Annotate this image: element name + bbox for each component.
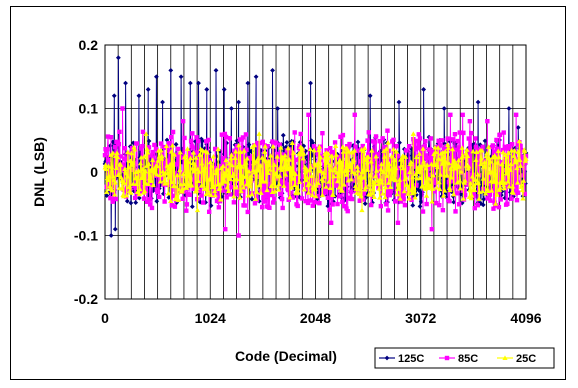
series-markers-25C xyxy=(102,131,529,213)
legend: 125C 85C 25C xyxy=(374,347,555,369)
legend-label-25C: 25C xyxy=(516,353,536,365)
y-tick-label: -0.2 xyxy=(74,291,98,307)
x-tick-label: 2048 xyxy=(300,310,331,326)
legend-marker-25C xyxy=(502,355,508,360)
axes: -0.2 -0.1 0 0.1 0.2 0 1024 2048 3072 4096 xyxy=(74,37,542,326)
x-axis-label: Code (Decimal) xyxy=(235,348,337,364)
dnl-chart: -0.2 -0.1 0 0.1 0.2 0 1024 2048 3072 4096 DNL (LS… xyxy=(31,37,555,369)
legend-marker-125C xyxy=(384,355,390,361)
y-axis-label: DNL (LSB) xyxy=(31,137,47,207)
x-tick-label: 0 xyxy=(101,310,109,326)
series-layer xyxy=(102,55,529,238)
legend-label-125C: 125C xyxy=(398,353,424,365)
legend-box xyxy=(374,347,555,369)
x-tick-label: 3072 xyxy=(405,310,436,326)
x-tick-label: 1024 xyxy=(195,310,226,326)
y-tick-label: 0.1 xyxy=(79,101,99,117)
series-markers-85C xyxy=(102,106,529,238)
series-25C xyxy=(102,131,529,213)
y-tick-label: 0 xyxy=(90,164,98,180)
legend-label-85C: 85C xyxy=(458,353,478,365)
y-tick-label: -0.1 xyxy=(74,228,98,244)
legend-marker-85C xyxy=(444,355,450,361)
chart-frame: -0.2 -0.1 0 0.1 0.2 0 1024 2048 3072 4096 DNL (LS… xyxy=(10,6,566,380)
x-tick-label: 4096 xyxy=(510,310,541,326)
y-tick-label: 0.2 xyxy=(79,37,99,53)
